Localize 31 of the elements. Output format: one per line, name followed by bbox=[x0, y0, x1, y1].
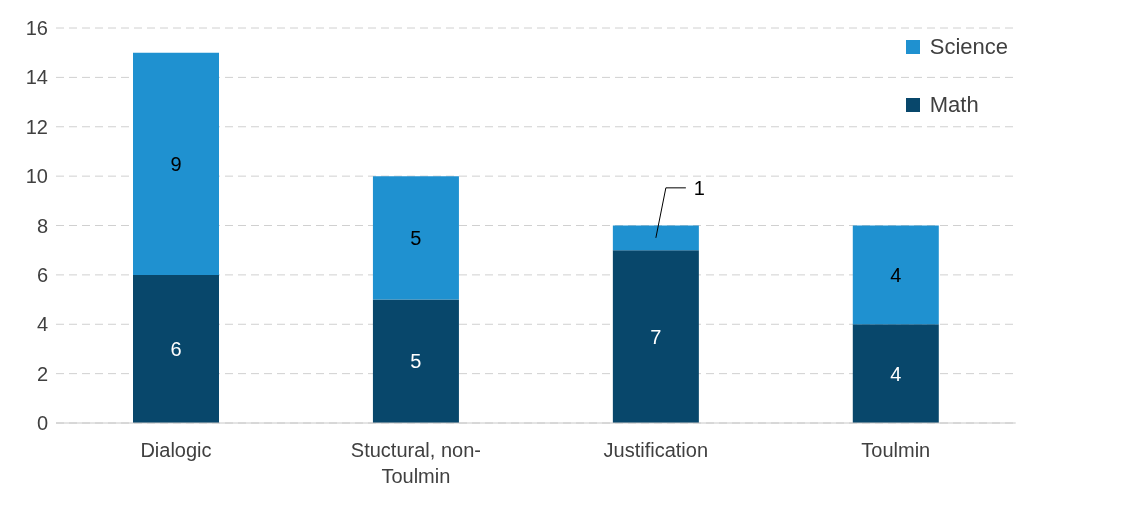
y-tick-label: 0 bbox=[36, 412, 48, 435]
x-tick-label: Justification bbox=[603, 439, 709, 461]
y-tick-label: 12 bbox=[25, 115, 48, 138]
data-label: 9 bbox=[170, 152, 182, 175]
data-label: 5 bbox=[410, 226, 422, 249]
y-tick-label: 16 bbox=[25, 17, 48, 40]
data-label: 5 bbox=[410, 350, 422, 373]
y-tick-label: 8 bbox=[36, 214, 48, 237]
x-tick-label: Dialogic bbox=[140, 439, 212, 461]
data-label: 1 bbox=[693, 176, 705, 199]
legend-label: Math bbox=[928, 91, 980, 119]
bar bbox=[133, 52, 219, 275]
bar bbox=[372, 176, 459, 300]
y-tick-label: 6 bbox=[36, 263, 48, 286]
data-label: 4 bbox=[890, 263, 902, 286]
y-tick-label: 4 bbox=[36, 313, 48, 336]
y-tick-label: 10 bbox=[25, 165, 48, 188]
bar bbox=[852, 225, 939, 325]
bar bbox=[133, 274, 219, 423]
x-tick-label: Toulmin bbox=[861, 439, 931, 461]
y-tick-label: 2 bbox=[36, 362, 48, 385]
bar bbox=[612, 225, 699, 251]
data-label: 6 bbox=[170, 337, 182, 360]
data-label: 4 bbox=[890, 362, 902, 385]
bar bbox=[612, 250, 699, 423]
bar bbox=[852, 324, 939, 423]
legend-label: Science bbox=[928, 33, 1008, 61]
data-label: 7 bbox=[650, 325, 662, 348]
bar bbox=[372, 299, 459, 423]
x-tick-label: Stuctural, non-Toulmin bbox=[350, 439, 481, 487]
y-tick-label: 14 bbox=[25, 66, 48, 89]
